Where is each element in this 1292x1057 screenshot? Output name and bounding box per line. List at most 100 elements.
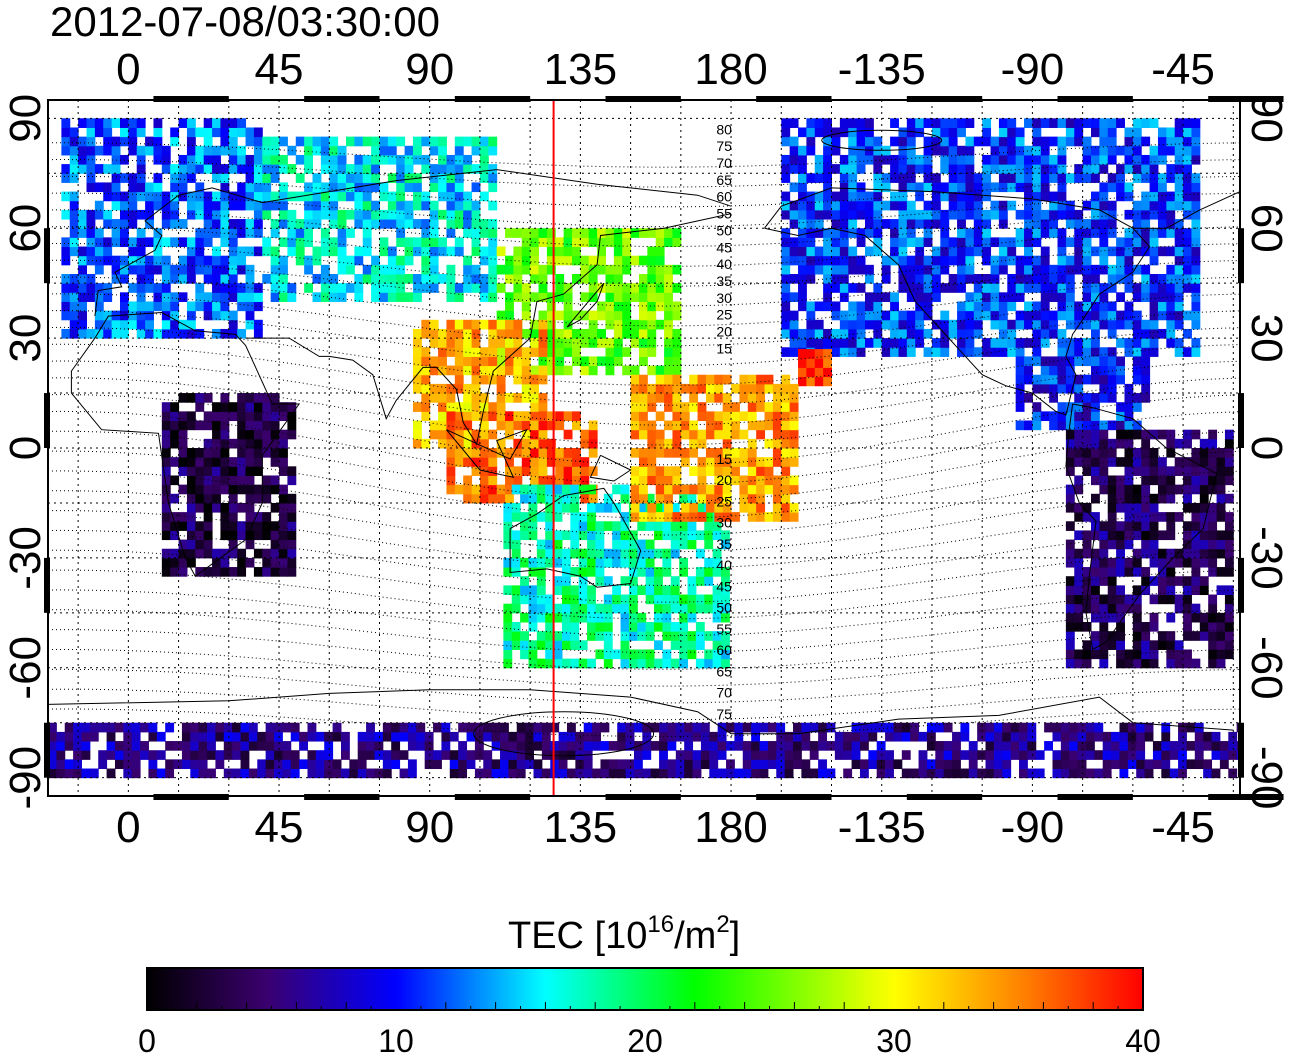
tec-cell (128, 182, 138, 193)
tec-cell (262, 136, 272, 147)
tec-cell (1002, 731, 1012, 742)
tec-cell (262, 548, 272, 559)
tec-cell (463, 319, 473, 330)
tec-cell (965, 228, 975, 238)
tec-cell (170, 136, 180, 147)
tec-cell (1024, 246, 1033, 257)
tec-cell (245, 530, 255, 541)
tec-cell (625, 731, 635, 742)
tec-cell (1166, 521, 1176, 531)
tec-cell (918, 731, 928, 742)
tec-cell (1074, 264, 1084, 275)
tec-cell (1132, 493, 1142, 504)
tec-cell (270, 567, 280, 577)
tec-cell (572, 347, 581, 357)
tec-cell (1091, 448, 1100, 458)
tec-cell (488, 429, 498, 440)
tec-cell (371, 219, 380, 229)
tec-cell (906, 255, 916, 266)
tec-cell (186, 209, 196, 220)
tec-cell (270, 475, 280, 486)
tec-cell (488, 274, 498, 284)
tec-cell (767, 759, 777, 770)
tec-cell (918, 759, 928, 770)
tec-cell (998, 136, 1008, 147)
tec-cell (906, 237, 916, 248)
tec-cell (1074, 502, 1084, 513)
tec-cell (915, 292, 925, 302)
tec-cell (563, 411, 573, 422)
tec-cell (1208, 448, 1218, 458)
tec-cell (1049, 219, 1059, 229)
tec-cell (329, 246, 339, 257)
tec-cell (1091, 567, 1100, 577)
tec-cell (721, 631, 730, 641)
tec-cell (561, 576, 571, 586)
tec-cell (654, 585, 663, 596)
tec-cell (1191, 484, 1201, 495)
tec-cell (982, 310, 992, 321)
tec-cell (704, 576, 714, 586)
tec-cell (1107, 576, 1117, 586)
tec-cell (279, 264, 288, 275)
tec-cell (781, 402, 791, 412)
tec-cell (1183, 502, 1192, 513)
tec-cell (1124, 264, 1134, 275)
tec-cell (613, 319, 623, 330)
tec-cell (906, 154, 916, 165)
tec-cell (923, 136, 933, 147)
tec-cell (282, 741, 292, 751)
tec-cell (898, 274, 908, 284)
tec-cell (831, 145, 841, 156)
tec-cell (722, 512, 732, 522)
tec-cell (1116, 173, 1125, 183)
tec-cell (1019, 731, 1028, 742)
tec-cell (695, 640, 705, 650)
tec-cell (798, 349, 807, 359)
tec-cell (253, 420, 263, 431)
tec-cell (689, 393, 699, 403)
tec-cell (613, 338, 623, 348)
tec-cell (357, 750, 367, 760)
tec-cell (161, 512, 171, 522)
tec-cell (203, 255, 213, 266)
tec-cell (203, 191, 213, 202)
tec-cell (647, 512, 657, 522)
tec-cell (1007, 319, 1017, 330)
tec-cell (1085, 731, 1095, 742)
tec-cell (628, 585, 638, 596)
tec-cell (153, 182, 163, 193)
tec-cell (237, 420, 247, 431)
tec-cell (186, 191, 196, 202)
tec-cell (798, 154, 807, 165)
tec-cell (645, 539, 655, 550)
tec-cell (262, 567, 272, 577)
tec-cell (186, 173, 196, 183)
tec-cell (220, 521, 230, 531)
tec-cell (513, 438, 523, 449)
tec-cell (212, 310, 221, 321)
tec-cell (1069, 750, 1079, 760)
tec-cell (190, 741, 200, 751)
tec-cell (421, 264, 431, 275)
tec-cell (679, 530, 689, 541)
tec-cell (412, 274, 422, 284)
tec-cell (789, 411, 799, 422)
tec-cell (505, 264, 514, 275)
tec-cell (195, 502, 205, 513)
tec-cell (491, 759, 501, 770)
tec-cell (943, 722, 953, 733)
tec-cell (1141, 631, 1151, 641)
tec-cell (990, 292, 1000, 302)
tec-cell (438, 393, 447, 403)
tec-cell (915, 191, 925, 202)
tec-cell (670, 530, 680, 541)
tec-cell (253, 393, 263, 403)
tec-cell (511, 622, 521, 632)
tec-cell (789, 319, 799, 330)
map-area[interactable]: 8075706560555045403530252015152025303540… (48, 100, 1246, 796)
lat-tick-label: -90 (1, 746, 50, 810)
tec-cell (528, 484, 538, 495)
tec-cell (212, 209, 221, 220)
tec-cell (1091, 118, 1100, 128)
